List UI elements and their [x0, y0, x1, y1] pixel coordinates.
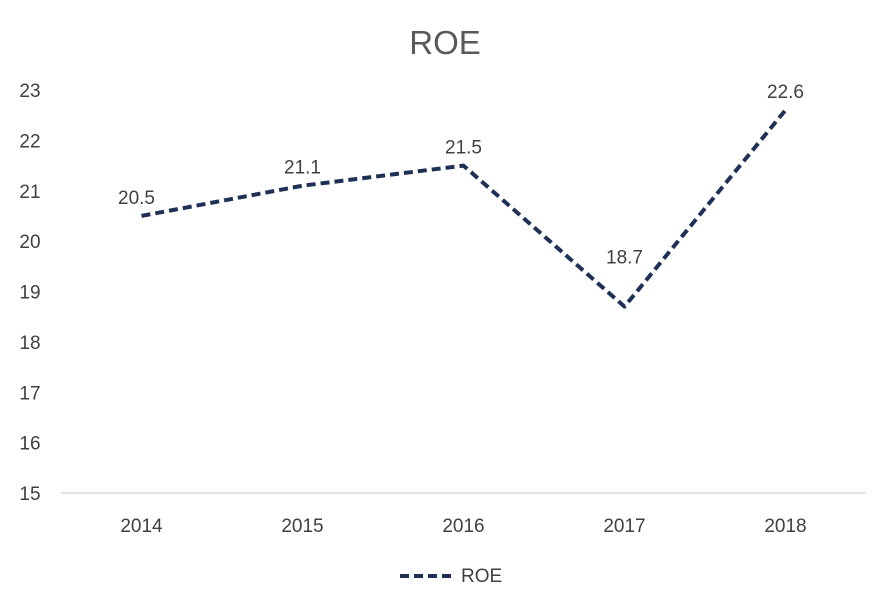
x-tick-label: 2017 [603, 516, 645, 537]
x-tick-label: 2018 [764, 516, 806, 537]
data-label: 18.7 [606, 248, 643, 269]
x-tick-label: 2016 [442, 516, 484, 537]
y-tick-label: 15 [19, 484, 40, 505]
y-tick-label: 20 [19, 232, 40, 253]
y-axis-ticks: 15 16 17 18 19 20 21 22 23 [19, 81, 40, 505]
x-tick-label: 2015 [281, 516, 323, 537]
y-tick-label: 23 [19, 81, 40, 102]
legend[interactable]: ROE [400, 566, 502, 587]
data-labels: 20.5 21.1 21.5 18.7 22.6 [118, 82, 804, 268]
data-label: 21.5 [445, 138, 482, 159]
y-tick-label: 19 [19, 283, 40, 304]
data-label: 20.5 [118, 188, 155, 209]
chart-title: ROE [409, 24, 481, 61]
y-tick-label: 16 [19, 434, 40, 455]
y-tick-label: 17 [19, 383, 40, 404]
legend-label: ROE [461, 566, 502, 587]
x-tick-label: 2014 [120, 516, 163, 537]
y-tick-label: 21 [19, 182, 40, 203]
y-tick-label: 22 [19, 131, 40, 152]
y-tick-label: 18 [19, 333, 40, 354]
series-line-roe [141, 108, 788, 309]
x-axis-ticks: 2014 2015 2016 2017 2018 [120, 516, 806, 537]
data-label: 22.6 [767, 82, 804, 103]
series-layer [141, 108, 788, 309]
data-label: 21.1 [284, 158, 321, 179]
